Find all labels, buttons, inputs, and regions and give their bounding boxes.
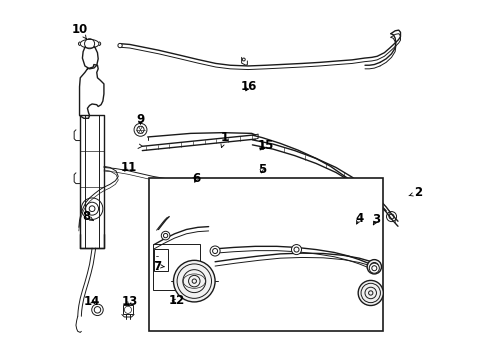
- Text: 4: 4: [354, 212, 363, 225]
- Bar: [154, 296, 173, 317]
- Circle shape: [366, 260, 381, 274]
- Circle shape: [173, 260, 215, 302]
- Bar: [153, 244, 199, 291]
- Circle shape: [291, 244, 301, 255]
- Text: 15: 15: [257, 139, 274, 152]
- Text: 7: 7: [153, 260, 164, 273]
- Text: 9: 9: [136, 113, 144, 126]
- Bar: [154, 249, 168, 271]
- Text: 5: 5: [257, 163, 265, 176]
- Bar: [123, 305, 132, 315]
- Circle shape: [210, 246, 220, 256]
- Circle shape: [118, 43, 122, 48]
- Text: 14: 14: [84, 295, 100, 308]
- Circle shape: [161, 231, 169, 240]
- Text: 1: 1: [220, 131, 228, 148]
- Text: 6: 6: [192, 172, 200, 185]
- Text: 12: 12: [168, 294, 184, 307]
- Circle shape: [357, 280, 383, 306]
- Text: 8: 8: [82, 210, 93, 223]
- Text: 13: 13: [122, 295, 138, 308]
- Circle shape: [368, 263, 379, 273]
- Text: 2: 2: [408, 186, 422, 199]
- Text: 10: 10: [71, 23, 87, 39]
- Text: 3: 3: [372, 213, 380, 226]
- Bar: [149, 178, 383, 330]
- Text: 16: 16: [240, 80, 257, 93]
- Text: 11: 11: [121, 161, 137, 174]
